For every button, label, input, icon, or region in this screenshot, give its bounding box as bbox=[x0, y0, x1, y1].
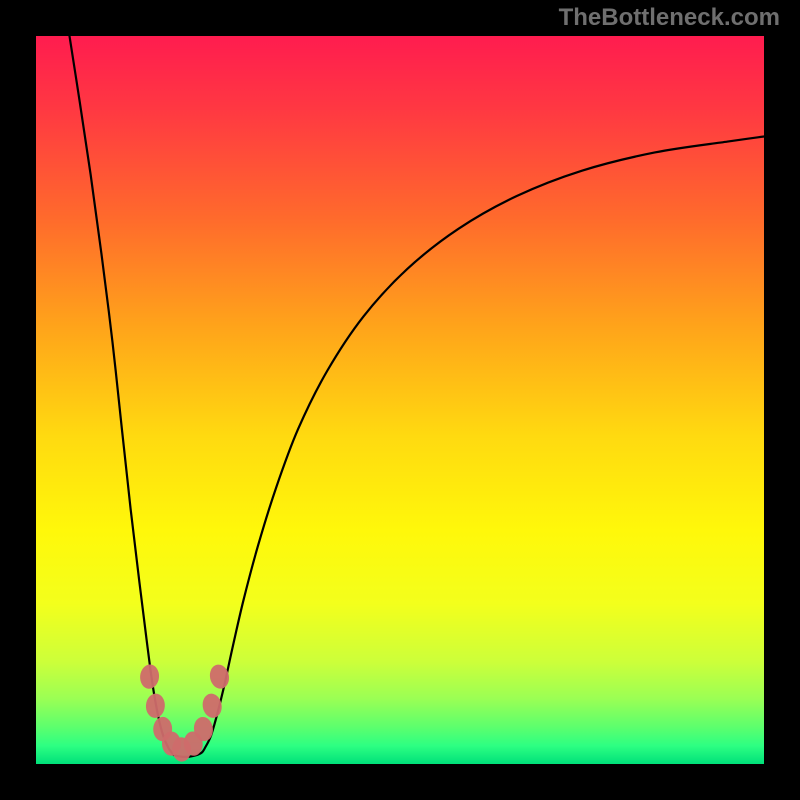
heat-gradient-background bbox=[36, 36, 764, 764]
chart-svg bbox=[0, 0, 800, 800]
watermark-text: TheBottleneck.com bbox=[559, 4, 780, 32]
chart-canvas: TheBottleneck.com bbox=[0, 0, 800, 800]
